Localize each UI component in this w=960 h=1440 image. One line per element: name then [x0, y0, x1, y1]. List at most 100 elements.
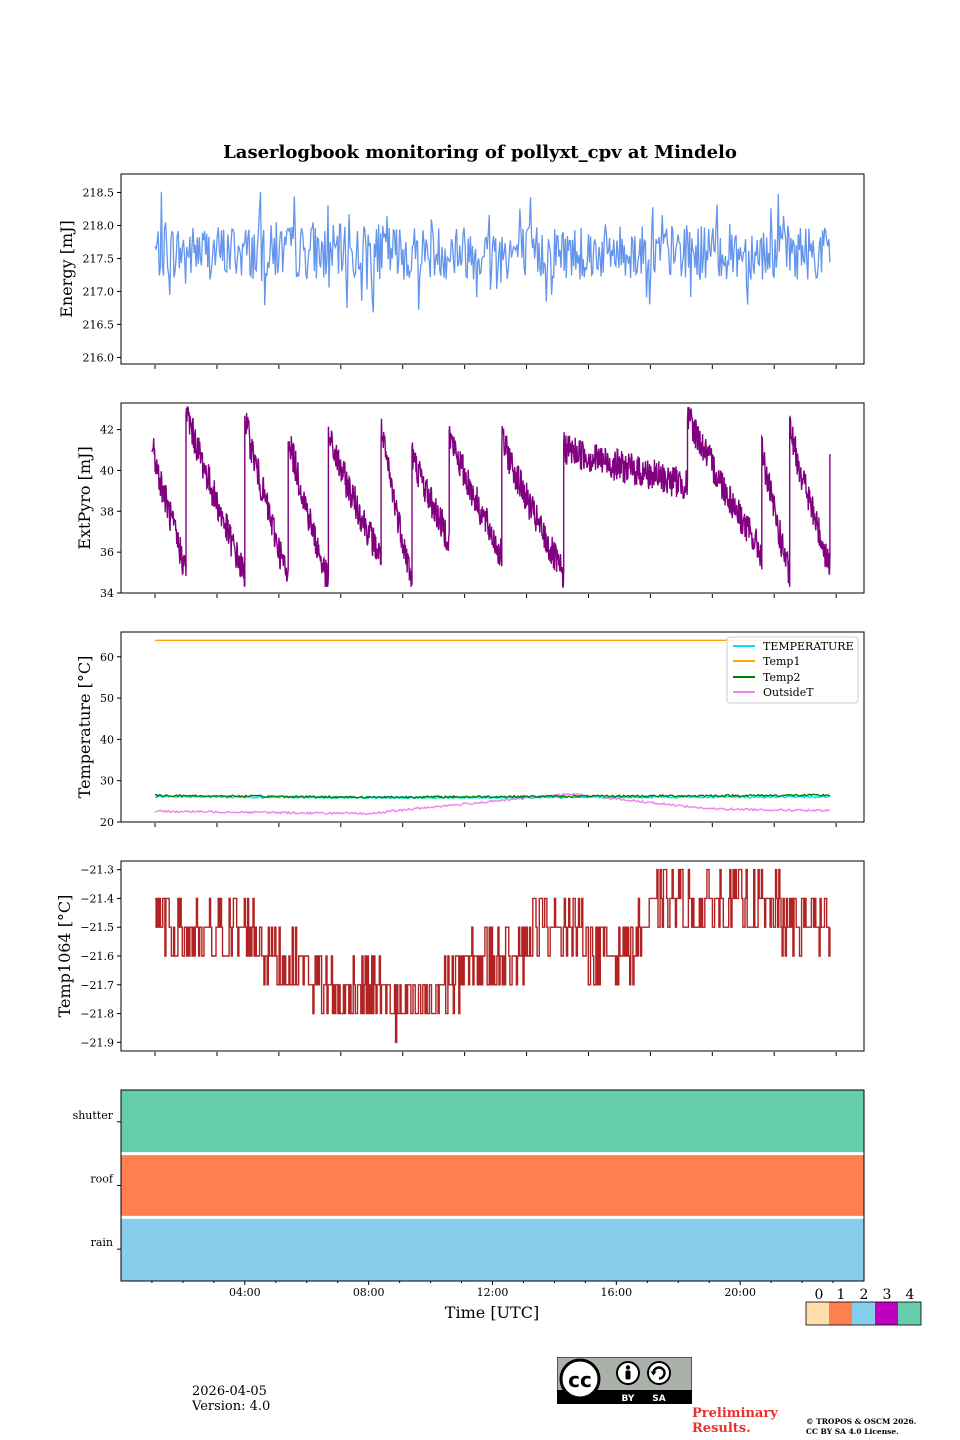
energy-axes-frame: [120, 173, 865, 365]
colorbar-frame: [805, 1301, 922, 1326]
status-row-label: shutter: [73, 1109, 114, 1122]
colorbar-swatch-4: [898, 1302, 921, 1325]
legend-frame: [726, 636, 859, 704]
energy-y-label: Energy [mJ]: [57, 220, 76, 318]
footer-date-block: 2026-04-05 Version: 4.0: [192, 1384, 270, 1414]
status-row-label: rain: [91, 1236, 113, 1249]
y-tick-label: −21.5: [80, 921, 114, 934]
temp1064-x-ticks: [154, 1052, 837, 1056]
cc-sa-label: SA: [652, 1394, 665, 1404]
cc-sa-arrow: [652, 1366, 666, 1380]
x-tick-label: 04:00: [229, 1286, 261, 1299]
temperature-legend: TEMPERATURE Temp1 Temp2 OutsideT: [726, 636, 859, 704]
y-tick-label: 36: [100, 546, 114, 559]
temp2-line: [154, 793, 831, 799]
y-tick-label: −21.3: [80, 864, 114, 877]
energy-series: [154, 191, 831, 313]
copyright-line2: CC BY SA 4.0 License.: [806, 1427, 899, 1436]
temperature-y-label: Temperature [°C]: [75, 656, 94, 799]
y-tick-label: 216.0: [83, 351, 115, 364]
colorbar-tick-label: 4: [906, 1287, 915, 1303]
status-row-rain: [121, 1217, 864, 1281]
x-tick-label: 12:00: [477, 1286, 509, 1299]
y-tick-label: 20: [100, 816, 114, 829]
energy-y-ticks: 216.0 216.5 217.0 217.5 218.0 218.5: [83, 186, 121, 364]
status-row-label: roof: [90, 1173, 114, 1186]
y-tick-label: 217.5: [83, 252, 115, 265]
y-tick-label: 216.5: [83, 318, 115, 331]
temp1064-panel: −21.9 −21.8 −21.7 −21.6 −21.5 −21.4 −21.3 Temp…: [55, 860, 865, 1056]
temp1064-series: [155, 868, 831, 1044]
y-tick-label: 40: [100, 733, 114, 746]
preliminary-line1: Preliminary: [692, 1406, 778, 1421]
y-tick-label: −21.9: [80, 1036, 114, 1049]
x-tick-label: 08:00: [353, 1286, 385, 1299]
footer-version: Version: 4.0: [192, 1399, 271, 1414]
extpyro-axes-frame: [120, 402, 865, 594]
y-tick-label: 60: [100, 651, 114, 664]
status-row-roof: [121, 1153, 864, 1218]
extpyro-panel: 34 36 38 40 42 ExtPyro [mJ]: [75, 402, 865, 600]
y-tick-label: 40: [100, 464, 114, 477]
y-tick-label: 218.0: [83, 219, 115, 232]
cc-license-badge[interactable]: cc BY SA: [557, 1357, 692, 1404]
legend-label-temperature: TEMPERATURE: [763, 640, 854, 653]
copyright-notice: © TROPOS & OSCM 2026. CC BY SA 4.0 Licen…: [806, 1417, 916, 1437]
temp1064-y-ticks: −21.9 −21.8 −21.7 −21.6 −21.5 −21.4 −21.3: [80, 864, 121, 1049]
colorbar-swatch-0: [806, 1302, 829, 1325]
y-tick-label: −21.4: [80, 892, 114, 905]
preliminary-notice: Preliminary Results.: [692, 1406, 778, 1436]
temperature-y-ticks: 20 30 40 50 60: [100, 651, 121, 829]
figure-title: Laserlogbook monitoring of pollyxt_cpv a…: [223, 142, 737, 163]
legend-label-outsideT: OutsideT: [763, 686, 814, 699]
y-tick-label: 218.5: [83, 186, 115, 199]
copyright-line1: © TROPOS & OSCM 2026.: [806, 1417, 917, 1426]
temperature-series: [154, 639, 831, 816]
cc-by-body: [625, 1370, 631, 1380]
cc-logo-text: cc: [568, 1368, 592, 1392]
extpyro-line: [151, 406, 831, 588]
y-tick-label: 217.0: [83, 285, 115, 298]
energy-x-ticks: [154, 365, 837, 369]
status-rows: [121, 1090, 864, 1281]
preliminary-line2: Results.: [692, 1421, 751, 1436]
y-tick-label: 30: [100, 775, 114, 788]
y-tick-label: 42: [100, 424, 114, 437]
status-y-ticks: shutter roof rain: [73, 1109, 121, 1250]
legend-label-temp1: Temp1: [763, 655, 800, 668]
temp1064-line: [155, 868, 831, 1044]
cc-sa-arrowhead: [650, 1371, 657, 1376]
energy-line: [154, 191, 831, 313]
y-tick-label: 34: [100, 587, 114, 600]
x-axis-label: Time [UTC]: [445, 1303, 539, 1322]
x-tick-label: 20:00: [724, 1286, 756, 1299]
outsideT-line: [154, 792, 830, 816]
y-tick-label: −21.8: [80, 1008, 114, 1021]
colorbar-swatch-3: [875, 1302, 898, 1325]
colorbar-swatch-1: [829, 1302, 852, 1325]
legend-label-temp2: Temp2: [763, 671, 800, 684]
cc-logo-icon: [559, 1358, 601, 1400]
cc-sa-icon: [647, 1361, 671, 1385]
x-tick-label: 16:00: [600, 1286, 632, 1299]
colorbar-tick-label: 1: [837, 1287, 846, 1303]
colorbar-tick-label: 0: [815, 1287, 824, 1303]
energy-panel: 216.0 216.5 217.0 217.5 218.0 218.5 Energy [m…: [57, 173, 865, 369]
colorbar-tick-label: 2: [860, 1287, 869, 1303]
status-row-shutter: [121, 1090, 864, 1154]
colorbar-tick-label: 3: [883, 1287, 892, 1303]
temperature-x-ticks: [154, 823, 837, 827]
cc-by-head: [625, 1365, 631, 1370]
status-x-ticks: 04:00 08:00 12:00 16:00 20:00: [151, 1281, 834, 1299]
y-tick-label: −21.6: [80, 950, 114, 963]
status-panel: shutter roof rain 04:00 08:00 12:00 16:00 20:0…: [73, 1089, 865, 1322]
extpyro-x-ticks: [154, 594, 837, 598]
cc-by-label: BY: [622, 1394, 635, 1404]
footer-date: 2026-04-05: [192, 1384, 267, 1399]
y-tick-label: 50: [100, 692, 114, 705]
y-tick-label: 38: [100, 505, 114, 518]
temperature-panel: 20 30 40 50 60 Temperature [°C] TEMPERATURE …: [75, 631, 865, 829]
extpyro-y-ticks: 34 36 38 40 42: [100, 424, 121, 600]
